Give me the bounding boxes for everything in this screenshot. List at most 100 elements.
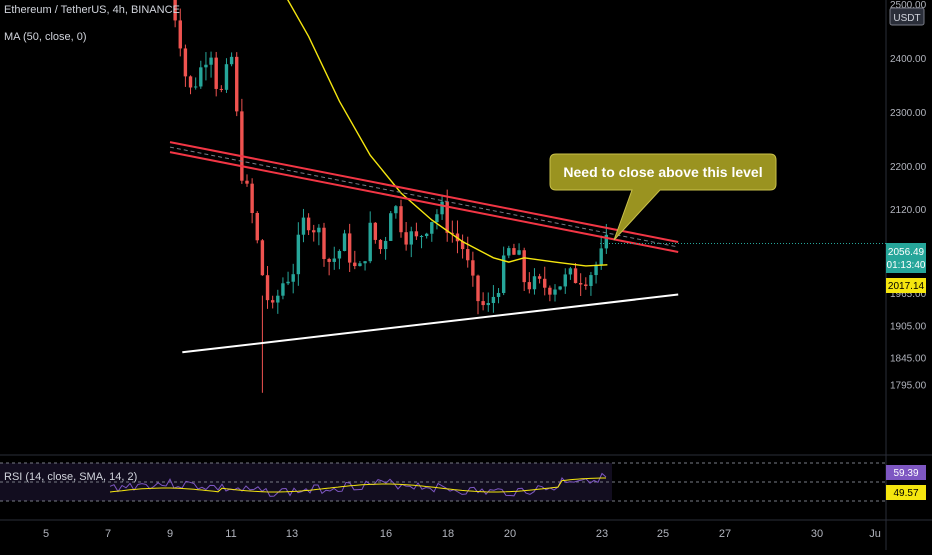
candle-body xyxy=(250,183,254,213)
annotation-text: Need to close above this level xyxy=(563,164,762,180)
candle-body xyxy=(604,234,609,249)
candle-body xyxy=(394,206,398,214)
candle-body xyxy=(240,111,244,181)
candle-body xyxy=(486,303,490,306)
candle-body xyxy=(532,276,537,290)
candle-body xyxy=(183,48,188,77)
rsi-legend: RSI (14, close, SMA, 14, 2) xyxy=(4,471,138,483)
time-tick-label: Ju xyxy=(869,528,881,540)
candle-body xyxy=(568,268,573,275)
candle-body xyxy=(573,268,578,284)
last-price-badge: 2056.49 01:13:40 xyxy=(886,243,926,273)
candle-body xyxy=(373,222,378,240)
price-tick-label: 2400.00 xyxy=(890,54,927,65)
candle-body xyxy=(327,258,331,262)
candle-body xyxy=(507,248,511,256)
candle-body xyxy=(347,233,352,263)
candle-body xyxy=(260,240,265,276)
resistance-line-upper[interactable] xyxy=(169,141,679,243)
candle-body xyxy=(286,281,290,284)
time-tick-label: 25 xyxy=(657,528,669,540)
candles xyxy=(173,0,609,393)
candle-body xyxy=(435,214,439,223)
support-line[interactable] xyxy=(182,293,679,354)
last-price-value: 2056.49 xyxy=(888,247,925,258)
resistance-line-lower[interactable] xyxy=(169,151,679,253)
candle-body xyxy=(578,283,583,285)
candle-body xyxy=(419,236,424,238)
rsi-pane xyxy=(0,462,886,502)
time-tick-label: 11 xyxy=(225,528,236,540)
candle-body xyxy=(204,64,208,68)
annotation-callout[interactable]: Need to close above this level xyxy=(549,153,777,241)
candle-body xyxy=(301,217,306,235)
ma-legend: MA (50, close, 0) xyxy=(4,31,87,43)
candle-body xyxy=(245,180,249,184)
price-tick-label: 2300.00 xyxy=(890,108,927,119)
rsi-value: 59.39 xyxy=(893,468,918,479)
time-tick-label: 5 xyxy=(43,528,49,540)
candle-body xyxy=(553,289,557,295)
candle-body xyxy=(368,222,372,262)
price-tick-label: 1965.00 xyxy=(890,289,927,300)
candle-body xyxy=(491,296,496,304)
candle-body xyxy=(414,231,419,237)
candle-body xyxy=(389,213,393,241)
candle-body xyxy=(399,206,403,233)
candle-body xyxy=(584,284,588,286)
candle-body xyxy=(342,233,347,251)
candle-body xyxy=(276,295,280,303)
price-tick-label: 2500.00 xyxy=(890,0,927,11)
candle-body xyxy=(522,250,526,283)
candle-body xyxy=(317,227,321,233)
price-tick-label: 2200.00 xyxy=(890,162,927,173)
rsi-ma-value: 49.57 xyxy=(893,488,918,499)
rsi-ma-badge: 49.57 xyxy=(886,485,926,500)
candle-body xyxy=(501,255,506,293)
candle-body xyxy=(312,230,316,233)
candle-body xyxy=(537,276,542,279)
candle-body xyxy=(517,250,521,255)
candle-body xyxy=(378,239,383,250)
candle-body xyxy=(599,248,603,265)
candle-body xyxy=(512,248,516,255)
price-tick-label: 1845.00 xyxy=(890,354,927,365)
time-tick-label: 18 xyxy=(442,528,454,540)
ma-price-badge: 2017.14 xyxy=(886,278,926,293)
candle-body xyxy=(409,231,413,245)
time-tick-label: 30 xyxy=(811,528,823,540)
resistance-line-mid xyxy=(169,146,679,248)
candle-body xyxy=(306,217,311,231)
candle-body xyxy=(255,212,259,241)
candle-body xyxy=(589,275,593,286)
candle-body xyxy=(219,88,224,90)
candle-body xyxy=(193,86,198,88)
candle-body xyxy=(404,232,408,245)
candle-body xyxy=(270,300,275,303)
candle-body xyxy=(353,262,357,267)
rsi-line xyxy=(109,472,607,497)
candle-body xyxy=(332,258,336,262)
candle-body xyxy=(358,263,362,267)
candle-body xyxy=(214,57,218,89)
time-tick-label: 13 xyxy=(286,528,298,540)
candle-body xyxy=(450,232,455,234)
rsi-value-badge: 59.39 xyxy=(886,465,926,480)
ma-price-value: 2017.14 xyxy=(888,281,925,292)
candle-body xyxy=(594,264,598,276)
candle-body xyxy=(173,0,177,21)
candle-body xyxy=(178,20,182,49)
candle-body xyxy=(281,283,285,296)
candle-body xyxy=(527,282,532,290)
candle-body xyxy=(466,249,470,261)
candle-body xyxy=(476,275,480,302)
candle-body xyxy=(558,286,562,290)
axes: 2500.00 2400.00 2300.00 2200.00 2120.00 1965.… xyxy=(43,0,927,540)
countdown-value: 01:13:40 xyxy=(887,260,926,271)
candle-body xyxy=(481,301,485,306)
candle-body xyxy=(296,234,301,275)
rsi-ma-line xyxy=(109,477,606,493)
candle-body xyxy=(424,233,429,237)
